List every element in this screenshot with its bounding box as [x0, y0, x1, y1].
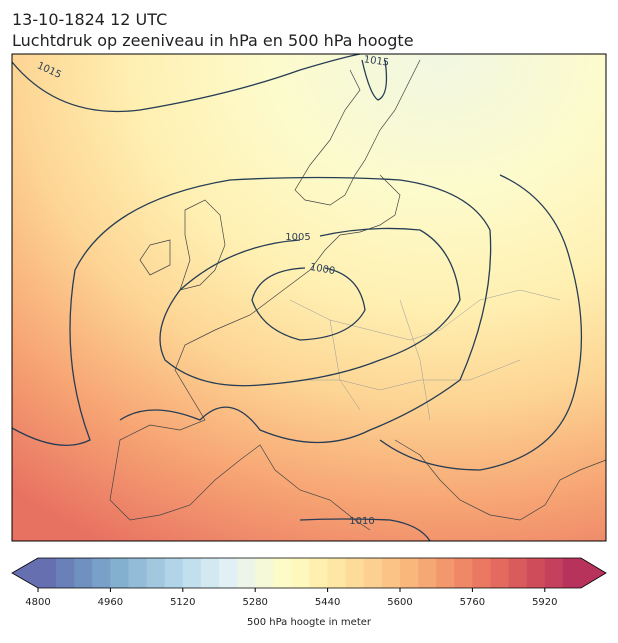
- colorbar-band: [526, 558, 546, 588]
- contour-label: 1010: [349, 516, 374, 527]
- colorbar-band: [200, 558, 220, 588]
- colorbar-tick-label: 5280: [242, 597, 267, 608]
- colorbar-tick-label: 5120: [170, 597, 195, 608]
- colorbar-band: [400, 558, 419, 588]
- isobar: [159, 227, 461, 387]
- colorbar-tick-label: 4960: [98, 597, 123, 608]
- colorbar-band: [38, 558, 57, 588]
- colorbar-band: [273, 558, 292, 588]
- colorbar-band: [219, 558, 238, 588]
- colorbar-band: [309, 558, 329, 588]
- colorbar-band: [237, 558, 256, 588]
- isobar: [379, 174, 583, 471]
- isobar: [299, 518, 431, 542]
- contour-label: 1000: [309, 262, 336, 277]
- colorbar-tick-label: 4800: [25, 597, 50, 608]
- date: 13-10-1824 12 UTC: [12, 10, 167, 29]
- map-frame: [11, 53, 607, 542]
- colorbar-band: [544, 558, 564, 588]
- colorbar-band: [472, 558, 491, 588]
- colorbar-extend-low: [12, 558, 38, 588]
- colorbar-outline: [11, 557, 607, 589]
- contour-label: 1005: [285, 232, 310, 243]
- colorbar-band: [110, 558, 129, 588]
- colorbar: 4800 4960 5120 5280 5440 5600 5760 5920: [11, 557, 607, 608]
- colorbar-band: [164, 558, 184, 588]
- isobar: [361, 59, 388, 101]
- colorbar-tick-label: 5760: [460, 597, 485, 608]
- colorbar-band: [508, 558, 528, 588]
- colorbar-band: [128, 558, 148, 588]
- coastline: [109, 59, 607, 531]
- colorbar-band: [146, 558, 166, 588]
- colorbar-extend-high: [581, 558, 606, 588]
- colorbar-band: [363, 558, 383, 588]
- colorbar-band: [255, 558, 274, 588]
- colorbar-label: 500 hPa hoogte in meter: [247, 617, 372, 628]
- colorbar-tick-label: 5920: [532, 597, 557, 608]
- colorbar-band: [327, 558, 347, 588]
- borders: [289, 289, 561, 421]
- colorbar-band: [436, 558, 455, 588]
- isobar: [11, 176, 492, 446]
- colorbar-band: [418, 558, 437, 588]
- colorbar-tick-label: 5440: [315, 597, 340, 608]
- colorbar-band: [562, 558, 582, 588]
- colorbar-band: [490, 558, 510, 588]
- colorbar-band: [182, 558, 202, 588]
- colorbar-band: [92, 558, 111, 588]
- colorbar-band: [345, 558, 365, 588]
- contour-label: 1015: [363, 54, 390, 68]
- isobar: [11, 53, 361, 113]
- map: 1015 1015 1005 1000 1010: [11, 53, 607, 542]
- colorbar-band: [381, 558, 401, 588]
- colorbar-band: [74, 558, 93, 588]
- colorbar-band: [291, 558, 310, 588]
- colorbar-tick-label: 5600: [387, 597, 412, 608]
- colorbar-band: [56, 558, 75, 588]
- isobar: [251, 267, 366, 341]
- height-field: [12, 54, 606, 541]
- colorbar-band: [454, 558, 473, 588]
- title: Luchtdruk op zeeniveau in hPa en 500 hPa…: [12, 31, 414, 50]
